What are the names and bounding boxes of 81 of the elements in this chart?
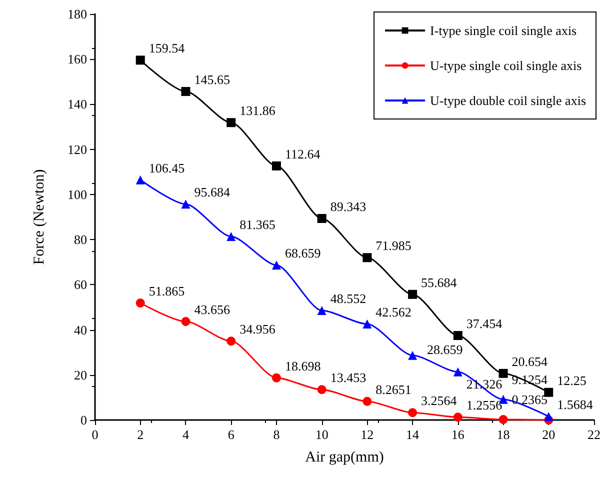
data-label: 159.54: [148, 40, 186, 56]
x-axis-title: Air gap(mm): [305, 450, 384, 466]
y-tick-label: 80: [74, 232, 87, 248]
data-label: 1.5684: [557, 396, 594, 412]
x-tick-label: 18: [496, 427, 510, 442]
point: [272, 260, 281, 270]
data-label: 145.65: [194, 72, 230, 87]
point: [272, 373, 281, 382]
point: [498, 414, 508, 424]
data-label: 1.2556: [466, 398, 503, 413]
legend-label: U-type single coil single axis: [430, 58, 582, 73]
point: [317, 214, 326, 223]
x-tick-label: 20: [542, 427, 556, 442]
point: [362, 320, 372, 328]
point: [317, 306, 326, 315]
data-label: 112.64: [284, 146, 321, 162]
x-tick-label: 6: [228, 427, 235, 442]
y-axis-title: Force (Newton): [32, 169, 48, 265]
legend-label: I-type single coil single axis: [430, 23, 577, 38]
data-label: 71.985: [376, 238, 412, 254]
point: [181, 86, 190, 96]
point: [544, 388, 554, 397]
x-tick-label: 10: [315, 427, 328, 442]
y-tick-label: 60: [74, 277, 87, 292]
point: [453, 367, 462, 376]
y-tick-label: 0: [80, 412, 87, 428]
point: [226, 232, 236, 241]
data-label: 3.2564: [421, 393, 458, 408]
x-tick-label: 16: [451, 427, 465, 442]
x-tick-label: 8: [273, 427, 280, 442]
point: [408, 408, 418, 418]
point: [181, 200, 190, 209]
x-tick-label: 14: [406, 427, 420, 442]
point: [136, 298, 145, 308]
data-label: 43.656: [194, 302, 230, 318]
data-label: 12.25: [557, 372, 586, 388]
data-label: 13.453: [330, 370, 366, 386]
data-label: 34.956: [240, 322, 276, 337]
point: [272, 161, 281, 170]
data-label: 48.552: [330, 290, 366, 306]
data-label: 55.684: [421, 274, 458, 290]
x-tick-label: 0: [92, 427, 98, 442]
point: [544, 412, 554, 421]
data-label: 20.654: [512, 354, 548, 369]
x-tick-label: 22: [588, 427, 600, 442]
x-tick-label: 12: [360, 427, 374, 442]
y-tick-label: 160: [68, 52, 87, 67]
data-label: 95.684: [194, 184, 230, 200]
data-label: 51.865: [148, 284, 185, 299]
point: [136, 56, 145, 65]
y-tick-label: 100: [68, 186, 87, 202]
point: [362, 253, 372, 262]
data-label: 8.2651: [376, 382, 412, 397]
data-label: 106.45: [148, 160, 185, 176]
data-label: 131.86: [240, 103, 276, 118]
point: [408, 290, 418, 299]
point: [408, 350, 418, 360]
y-tick-label: 120: [68, 142, 87, 157]
data-label: 68.659: [284, 246, 321, 261]
legend-label: U-type double coil single axis: [430, 93, 586, 108]
point: [226, 336, 236, 346]
y-tick-label: 140: [68, 96, 87, 112]
data-label: 42.562: [376, 304, 412, 320]
point: [226, 118, 236, 128]
point: [453, 412, 462, 422]
y-tick-label: 20: [74, 367, 87, 382]
x-tick-label: 4: [182, 427, 190, 442]
y-tick-label: 180: [68, 6, 87, 22]
data-label: 89.343: [330, 198, 366, 214]
point: [498, 368, 508, 378]
point: [181, 317, 190, 326]
data-label: 81.365: [240, 216, 276, 232]
data-label: 18.698: [284, 358, 321, 374]
point: [317, 385, 326, 394]
point: [136, 175, 145, 184]
data-label: 28.659: [427, 342, 463, 357]
point: [362, 396, 372, 406]
data-label: 37.454: [466, 316, 503, 332]
point: [453, 331, 462, 340]
x-tick-label: 2: [137, 427, 144, 442]
y-tick-label: 40: [74, 322, 87, 338]
